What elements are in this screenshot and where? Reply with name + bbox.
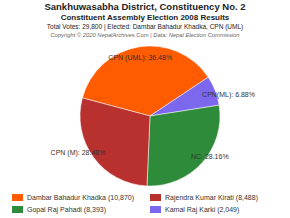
data-label: CPN (UML): 36.48% [108,54,172,62]
subtitle: Constituent Assembly Election 2008 Resul… [61,13,230,22]
slice [147,105,220,186]
legend-swatch [12,206,23,213]
legend-label: Rajendra Kumar Kirati (8,488) [165,194,258,202]
legend: Dambar Bahadur Khadka (10,870) Rajendra K… [12,194,258,214]
data-label: NC: 28.16% [191,153,229,160]
slice [80,98,150,186]
data-label-category: CPN(ML) [202,91,231,99]
chart: Sankhuwasabha District, Constituency No.… [0,0,290,218]
data-label: CPN (M): 28.48% [51,149,106,157]
legend-label: Kamal Raj Karki (2,049) [165,206,239,214]
legend-swatch [150,206,161,213]
data-label-value: 36.48% [148,54,172,61]
data-label-value: 28.48% [82,149,106,156]
data-label-category: CPN (UML) [108,54,144,62]
title: Sankhuwasabha District, Constituency No.… [44,1,245,12]
data-label: CPN(ML): 6.88% [202,91,255,99]
legend-swatch [12,194,23,201]
annotation: Total Votes: 29,800 | Elected: Dambar Ba… [47,23,243,31]
legend-label: Dambar Bahadur Khadka (10,870) [27,194,134,202]
pie [80,46,220,186]
legend-swatch [150,194,161,201]
legend-label: Gopal Raj Pahadi (8,393) [27,206,106,214]
data-labels: CPN (UML): 36.48% CPN(ML): 6.88% NC: 28.16… [51,54,255,161]
data-label-category: CPN (M) [51,149,78,157]
data-label-category: NC [191,153,201,160]
annotation: Copyright © 2020 NepalArchives.Com | Dat… [50,32,239,38]
data-label-value: 6.88% [235,91,255,98]
data-label-value: 28.16% [205,153,229,160]
